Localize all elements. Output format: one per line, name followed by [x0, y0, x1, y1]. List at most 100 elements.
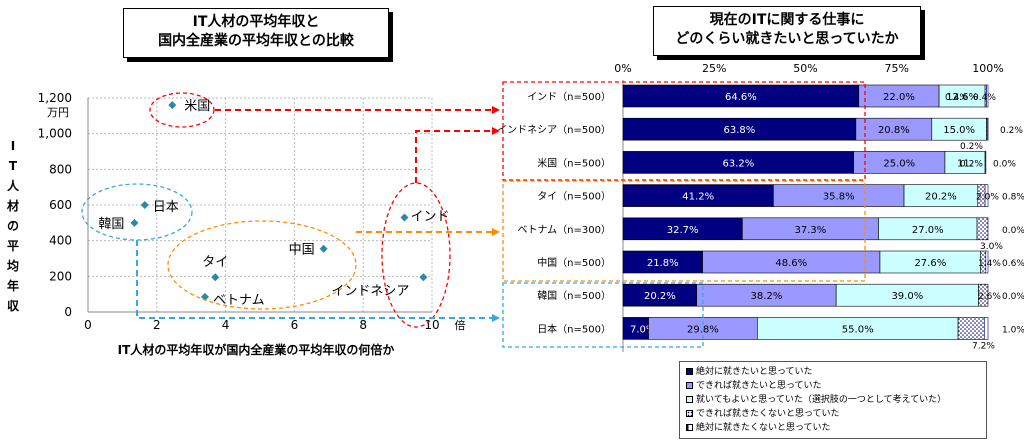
scatter-title-line2: 国内全産業の平均年収との比較	[158, 33, 354, 49]
bar-title-box: 現在のITに関する仕事に どのくらい就きたいと思っていたか	[653, 6, 921, 56]
bar-value-label: 38.2%	[751, 291, 783, 302]
bar-value-label: 39.0%	[891, 291, 923, 302]
legend-swatch	[686, 410, 693, 417]
bar-category-label: 米国（n=500）	[537, 156, 611, 169]
x-tick-label: 4	[222, 318, 230, 332]
bar-value-label: 12.6%	[946, 92, 978, 103]
scatter-point-label: 韓国	[98, 217, 124, 232]
bar-value-label: 1.4%	[978, 259, 1001, 269]
bar-value-label: 0.4%	[973, 93, 996, 103]
bar-category-label: インドネシア（n=500）	[497, 124, 611, 136]
legend-label: 絶対に就きたくないと思っていた	[696, 423, 831, 433]
legend-label: 就いてもよいと思っていた（選択肢の一つとして考えていた）	[696, 395, 947, 405]
bar-value-label: 7.2%	[972, 341, 995, 351]
y-axis-title: I T 人材の平均年収	[6, 139, 20, 313]
bar-value-label: 27.6%	[914, 258, 946, 269]
legend-item: できれば就きたくないと思っていた	[686, 408, 840, 421]
scatter-point-label: タイ	[202, 255, 228, 270]
bar-segment	[976, 217, 989, 241]
x-tick-label: 75%	[885, 62, 909, 75]
bar-value-label: 20.8%	[878, 125, 910, 136]
legend-item: 絶対に就きたくないと思っていた	[686, 422, 831, 435]
stacked-bar-chart: 0% 25% 50% 75% 100% インド（n=500） 64.6% 22.0% 12.6%…	[497, 62, 1024, 352]
bar-value-label: 15.0%	[943, 125, 975, 136]
scatter-point-label: 中国	[289, 243, 315, 258]
bar-value-label: 63.8%	[724, 125, 756, 136]
bar-segment	[978, 283, 989, 307]
scatter-title-box: IT人材の平均年収と 国内全産業の平均年収との比較	[123, 8, 389, 58]
x-tick-label: 10	[424, 318, 439, 332]
scatter-point-label: インド	[410, 209, 449, 224]
scatter-point-label: インドネシア	[331, 284, 409, 299]
bar-category-label: タイ（n=500）	[537, 191, 611, 203]
bar-category-label: 中国（n=500）	[537, 256, 611, 269]
japan-korea-arrow	[136, 240, 500, 322]
bar-value-label: 32.7%	[667, 225, 699, 236]
bar-value-label: 35.8%	[823, 192, 855, 203]
bar-segment	[984, 184, 989, 207]
y-tick-label: 1,000	[38, 127, 72, 141]
bar-value-label: 2.0%	[976, 193, 999, 203]
bar-value-label: 0.2%	[960, 159, 983, 169]
legend-swatch	[686, 382, 693, 389]
bar-value-label: 2.6%	[978, 292, 1001, 302]
y-unit-label: 万円	[47, 106, 69, 119]
annotation-layer	[81, 81, 866, 348]
scatter-point	[419, 273, 428, 282]
legend-label: 絶対に就きたいと思っていた	[696, 367, 813, 377]
bar-segment	[984, 317, 989, 340]
group-box-low	[502, 282, 704, 348]
bar-category-label: インド（n=500）	[527, 91, 611, 103]
x-tick-label: 8	[359, 318, 367, 332]
india-indonesia-highlight-ellipse	[381, 182, 451, 328]
bar-value-label: 27.0%	[912, 225, 944, 236]
x-tick-label: 6	[291, 318, 299, 332]
x-tick-label: 0%	[614, 62, 631, 75]
bar-value-label: 22.0%	[883, 92, 915, 103]
legend-item: できれば就きたいと思っていた	[686, 380, 822, 393]
group-box-high	[502, 81, 866, 181]
bar-value-label: 0.4%	[945, 93, 968, 103]
scatter-title-line1: IT人材の平均年収と	[192, 14, 320, 30]
bar-title-line2: どのくらい就きたいと思っていたか	[675, 31, 899, 47]
bar-value-label: 21.8%	[647, 258, 679, 269]
legend-swatch	[686, 368, 693, 375]
bar-value-label: 0.8%	[1002, 193, 1024, 203]
usa-highlight-ellipse	[149, 92, 215, 128]
scatter-point	[400, 213, 409, 222]
scatter-point-label: ベトナム	[213, 293, 265, 308]
scatter-point	[168, 101, 177, 110]
y-tick-label: 0	[64, 305, 72, 319]
bar-value-label: 1.0%	[1002, 325, 1024, 335]
bar-value-label: 64.6%	[725, 92, 757, 103]
bar-value-label: 63.2%	[722, 158, 754, 169]
bar-category-label: 韓国（n=500）	[537, 290, 611, 302]
scatter-point	[319, 244, 328, 253]
x-axis-title: IT人材の平均年収が国内全産業の平均年収の何倍か	[118, 342, 395, 357]
bar-value-label: 20.2%	[925, 192, 957, 203]
bar-value-label: 0.0%	[993, 159, 1016, 169]
india-arrow	[415, 127, 500, 183]
bar-value-label: 20.2%	[644, 291, 676, 302]
bar-segment	[984, 151, 987, 174]
legend-label: できれば就きたくないと思っていた	[696, 409, 840, 419]
x-tick-label: 50%	[793, 62, 817, 75]
y-tick-label: 400	[49, 234, 72, 248]
y-tick-label: 800	[49, 162, 72, 176]
y-tick-label: 200	[49, 269, 72, 283]
scatter-point-label: 日本	[153, 200, 179, 215]
bar-value-label: 3.0%	[980, 242, 1003, 252]
bar-segment	[986, 84, 989, 108]
scatter-point	[140, 201, 149, 209]
x-tick-label: 0	[84, 318, 92, 332]
scatter-point	[130, 218, 139, 227]
bar-category-label: ベトナム（n=300）	[517, 224, 611, 236]
scatter-point-label: 米国	[184, 99, 210, 114]
bar-value-label: 11.	[957, 158, 973, 169]
legend-item: 就いてもよいと思っていた（選択肢の一つとして考えていた）	[686, 394, 946, 407]
bar-segment	[957, 317, 985, 340]
bar-value-label: 41.2%	[682, 192, 714, 203]
bar-value-label: 0.6%	[1002, 259, 1024, 269]
bar-category-label: 日本（n=500）	[537, 322, 611, 335]
